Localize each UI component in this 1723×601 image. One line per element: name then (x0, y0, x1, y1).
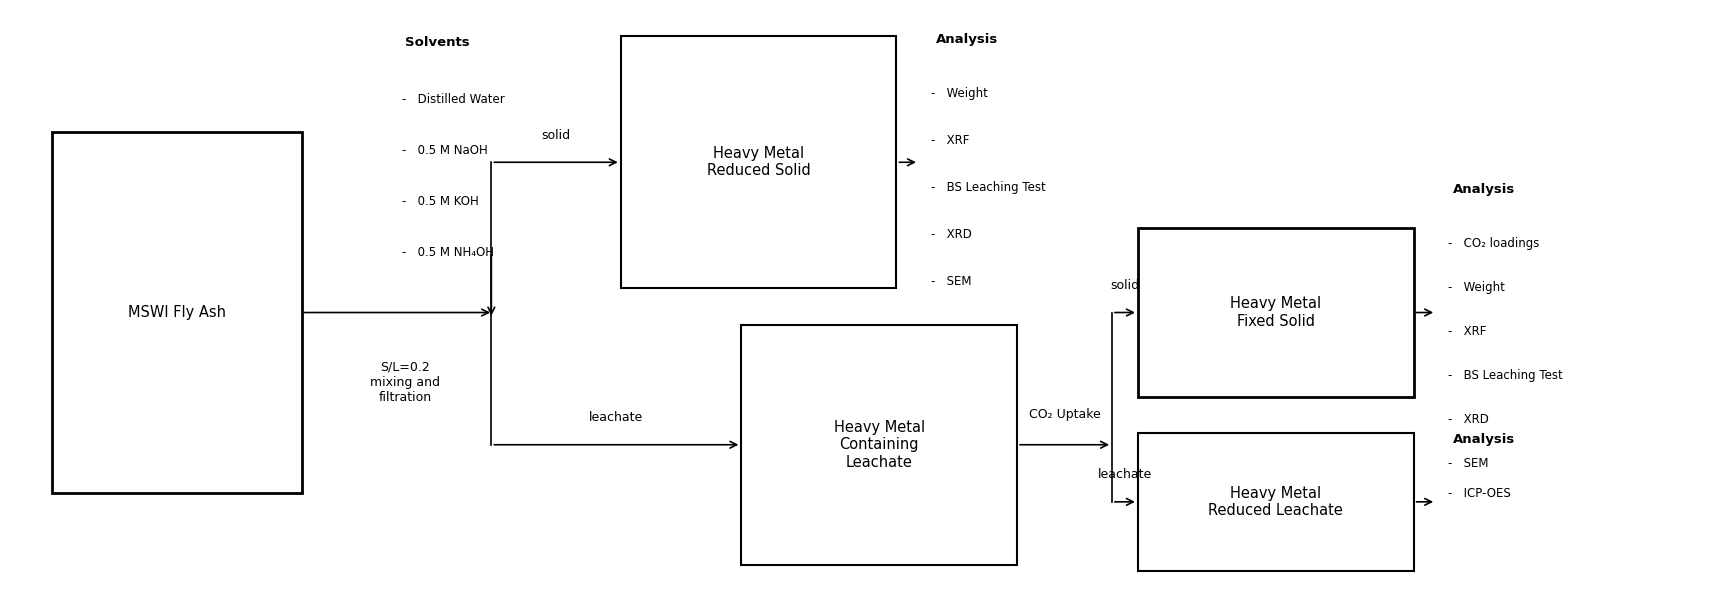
Text: -   XRF: - XRF (930, 134, 968, 147)
Text: -   Weight: - Weight (930, 87, 987, 100)
Text: CO₂ Uptake: CO₂ Uptake (1029, 408, 1099, 421)
Text: -   SEM: - SEM (1447, 457, 1487, 470)
Text: solid: solid (541, 129, 570, 142)
Text: -   0.5 M NaOH: - 0.5 M NaOH (401, 144, 488, 157)
Text: MSWI Fly Ash: MSWI Fly Ash (128, 305, 226, 320)
Text: -   0.5 M NH₄OH: - 0.5 M NH₄OH (401, 246, 493, 260)
Text: leachate: leachate (589, 411, 643, 424)
Text: -   BS Leaching Test: - BS Leaching Test (1447, 369, 1563, 382)
Text: -   XRD: - XRD (1447, 413, 1489, 426)
Bar (620, 36, 896, 288)
Text: S/L=0.2
mixing and
filtration: S/L=0.2 mixing and filtration (370, 361, 439, 404)
Text: Analysis: Analysis (936, 33, 998, 46)
Text: Heavy Metal
Reduced Leachate: Heavy Metal Reduced Leachate (1208, 486, 1342, 518)
Text: -   XRD: - XRD (930, 228, 972, 241)
Text: -   CO₂ loadings: - CO₂ loadings (1447, 237, 1539, 251)
Text: -   SEM: - SEM (930, 275, 970, 288)
Bar (1137, 433, 1413, 571)
Text: leachate: leachate (1098, 468, 1151, 481)
Bar (52, 132, 302, 493)
Text: Analysis: Analysis (1452, 183, 1515, 197)
Bar (1137, 228, 1413, 397)
Text: Analysis: Analysis (1452, 433, 1515, 446)
Text: -   ICP-OES: - ICP-OES (1447, 487, 1509, 500)
Text: Solvents: Solvents (405, 36, 469, 49)
Text: -   Weight: - Weight (1447, 281, 1504, 294)
Text: -   BS Leaching Test: - BS Leaching Test (930, 181, 1046, 194)
Text: -   0.5 M KOH: - 0.5 M KOH (401, 195, 479, 209)
Text: -   Distilled Water: - Distilled Water (401, 93, 505, 106)
Text: solid: solid (1110, 279, 1139, 292)
Text: Heavy Metal
Fixed Solid: Heavy Metal Fixed Solid (1230, 296, 1320, 329)
Bar (741, 325, 1017, 565)
Text: Heavy Metal
Containing
Leachate: Heavy Metal Containing Leachate (834, 420, 924, 469)
Text: Heavy Metal
Reduced Solid: Heavy Metal Reduced Solid (706, 146, 810, 178)
Text: -   XRF: - XRF (1447, 325, 1485, 338)
